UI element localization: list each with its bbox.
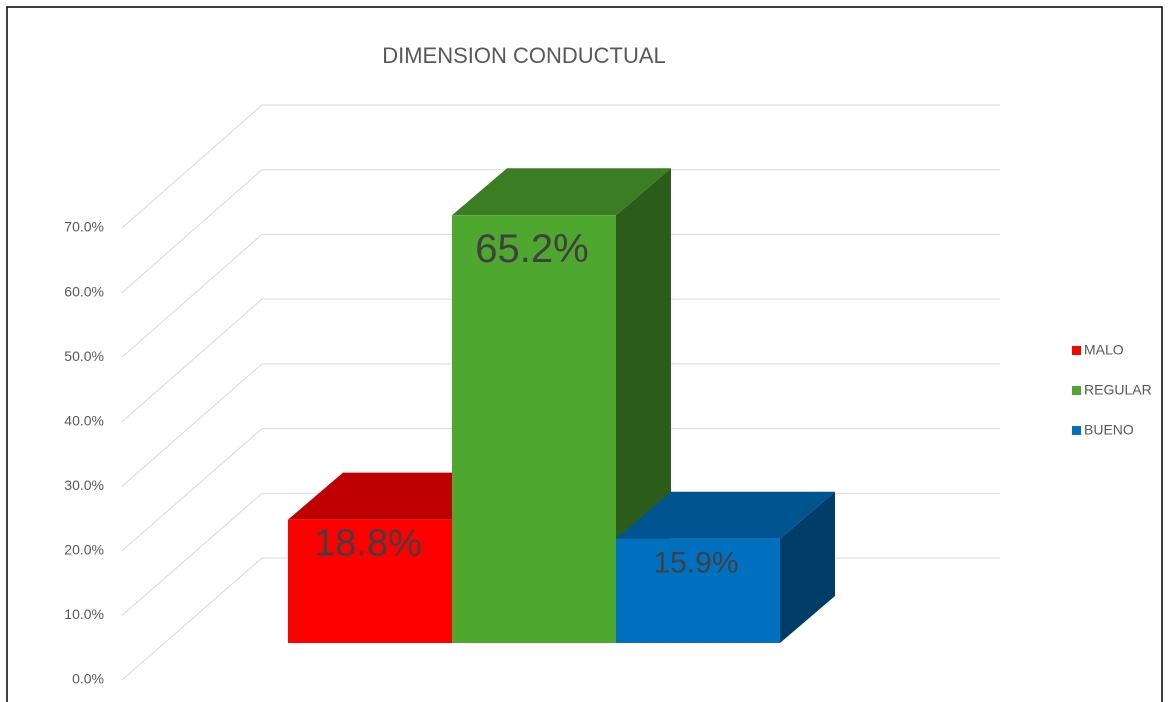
bar	[616, 538, 780, 643]
legend-swatch	[1072, 386, 1081, 395]
chart-title: DIMENSION CONDUCTUAL	[382, 43, 666, 68]
y-tick-label: 30.0%	[64, 477, 104, 493]
data-label: 65.2%	[475, 227, 588, 271]
y-tick-label: 10.0%	[64, 606, 104, 622]
bar	[452, 215, 616, 643]
y-tick-label: 70.0%	[64, 219, 104, 235]
y-tick-label: 60.0%	[64, 283, 104, 299]
grid-line	[121, 363, 263, 487]
grid-line	[121, 169, 263, 293]
grid-line	[121, 492, 263, 616]
bar-top	[616, 491, 835, 539]
grid-line	[121, 234, 263, 358]
y-tick-label: 40.0%	[64, 412, 104, 428]
y-tick-label: 50.0%	[64, 348, 104, 364]
data-label: 18.8%	[314, 523, 422, 565]
bar	[288, 519, 452, 643]
legend-label: BUENO	[1084, 422, 1134, 438]
grid-line	[121, 428, 263, 552]
legend-label: REGULAR	[1084, 382, 1152, 398]
bar-top	[452, 168, 671, 216]
y-tick-label: 0.0%	[72, 671, 104, 687]
data-label: 15.9%	[653, 547, 738, 580]
grid-line	[121, 298, 263, 423]
y-tick-label: 20.0%	[64, 542, 104, 558]
bar-side	[780, 491, 835, 643]
grid-line	[121, 104, 263, 229]
legend-label: MALO	[1084, 342, 1124, 358]
legend-swatch	[1072, 426, 1081, 435]
legend-swatch	[1072, 346, 1081, 355]
grid-line	[121, 557, 263, 681]
